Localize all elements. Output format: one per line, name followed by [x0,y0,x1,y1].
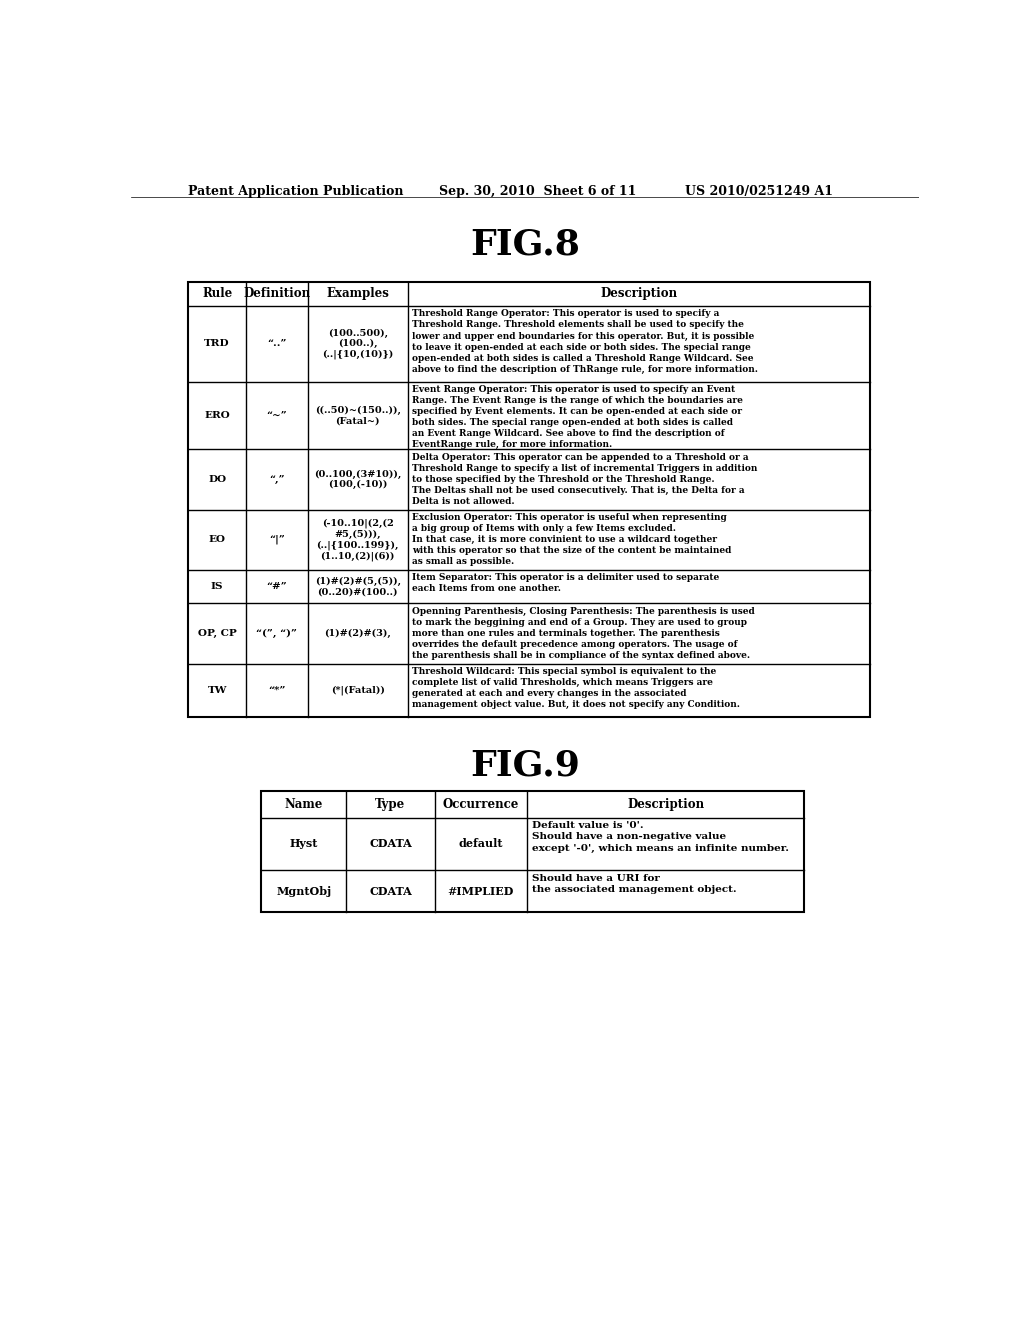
Text: Should have a URI for
the associated management object.: Should have a URI for the associated man… [531,874,736,894]
Text: TW: TW [208,686,227,694]
Text: DO: DO [208,475,226,484]
Text: Threshold Wildcard: This special symbol is equivalent to the
complete list of va: Threshold Wildcard: This special symbol … [413,667,740,709]
Text: Threshold Range Operator: This operator is used to specify a
Threshold Range. Th: Threshold Range Operator: This operator … [413,309,759,374]
Text: Examples: Examples [327,288,389,301]
Text: OP, CP: OP, CP [198,630,237,638]
Bar [188,281,869,718]
Text: EO: EO [209,535,225,544]
Text: #IMPLIED: #IMPLIED [447,886,514,896]
Text: default: default [459,838,503,849]
Text: Type: Type [376,797,406,810]
Text: (1)#(2)#(5,(5)),
(0..20)#(100..): (1)#(2)#(5,(5)), (0..20)#(100..) [314,577,400,597]
Text: Rule: Rule [202,288,232,301]
Text: “#”: “#” [266,582,288,591]
Text: IS: IS [211,582,223,591]
Text: Event Range Operator: This operator is used to specify an Event
Range. The Event: Event Range Operator: This operator is u… [413,385,743,449]
Text: (100..500),
(100..),
(..|{10,(10)}): (100..500), (100..), (..|{10,(10)}) [323,329,393,359]
Text: (-10..10|(2,(2
#5,(5))),
(..|{100..199}),
(1..10,(2)|(6)): (-10..10|(2,(2 #5,(5))), (..|{100..199})… [316,519,399,561]
Text: Exclusion Operator: This operator is useful when representing
a big group of Ite: Exclusion Operator: This operator is use… [413,512,732,566]
Text: Sep. 30, 2010  Sheet 6 of 11: Sep. 30, 2010 Sheet 6 of 11 [438,185,636,198]
Text: “~”: “~” [266,411,288,420]
Text: “(”, “)”: “(”, “)” [256,628,297,638]
Text: Hyst: Hyst [290,838,318,849]
Text: ((..50)~(150..)),
(Fatal~): ((..50)~(150..)), (Fatal~) [314,405,400,425]
Text: (1)#(2)#(3),: (1)#(2)#(3), [325,628,391,638]
Text: CDATA: CDATA [369,886,412,896]
Text: Description: Description [627,797,705,810]
Text: Name: Name [285,797,323,810]
Text: Default value is '0'.
Should have a non-negative value
except '-0', which means : Default value is '0'. Should have a non-… [531,821,788,853]
Text: ERO: ERO [205,411,230,420]
Text: Patent Application Publication: Patent Application Publication [188,185,403,198]
Text: “..”: “..” [267,339,287,348]
Text: Occurrence: Occurrence [442,797,519,810]
Text: “,”: “,” [269,475,285,484]
Text: “*”: “*” [268,686,286,694]
Text: (0..100,(3#10)),
(100,(-10)): (0..100,(3#10)), (100,(-10)) [314,470,401,490]
Text: MgntObj: MgntObj [276,886,332,896]
Text: US 2010/0251249 A1: US 2010/0251249 A1 [685,185,833,198]
Text: (*|(Fatal)): (*|(Fatal)) [331,685,385,696]
Text: Openning Parenthesis, Closing Parenthesis: The parenthesis is used
to mark the b: Openning Parenthesis, Closing Parenthesi… [413,607,755,660]
Text: TRD: TRD [205,339,230,348]
Bar [261,791,804,912]
Text: Description: Description [600,288,677,301]
Text: CDATA: CDATA [369,838,412,849]
Text: Item Separator: This operator is a delimiter used to separate
each Items from on: Item Separator: This operator is a delim… [413,573,720,593]
Text: “|”: “|” [269,535,285,544]
Text: Definition: Definition [244,288,310,301]
Text: FIG.9: FIG.9 [470,748,580,783]
Text: FIG.8: FIG.8 [470,227,580,261]
Text: Delta Operator: This operator can be appended to a Threshold or a
Threshold Rang: Delta Operator: This operator can be app… [413,453,758,506]
